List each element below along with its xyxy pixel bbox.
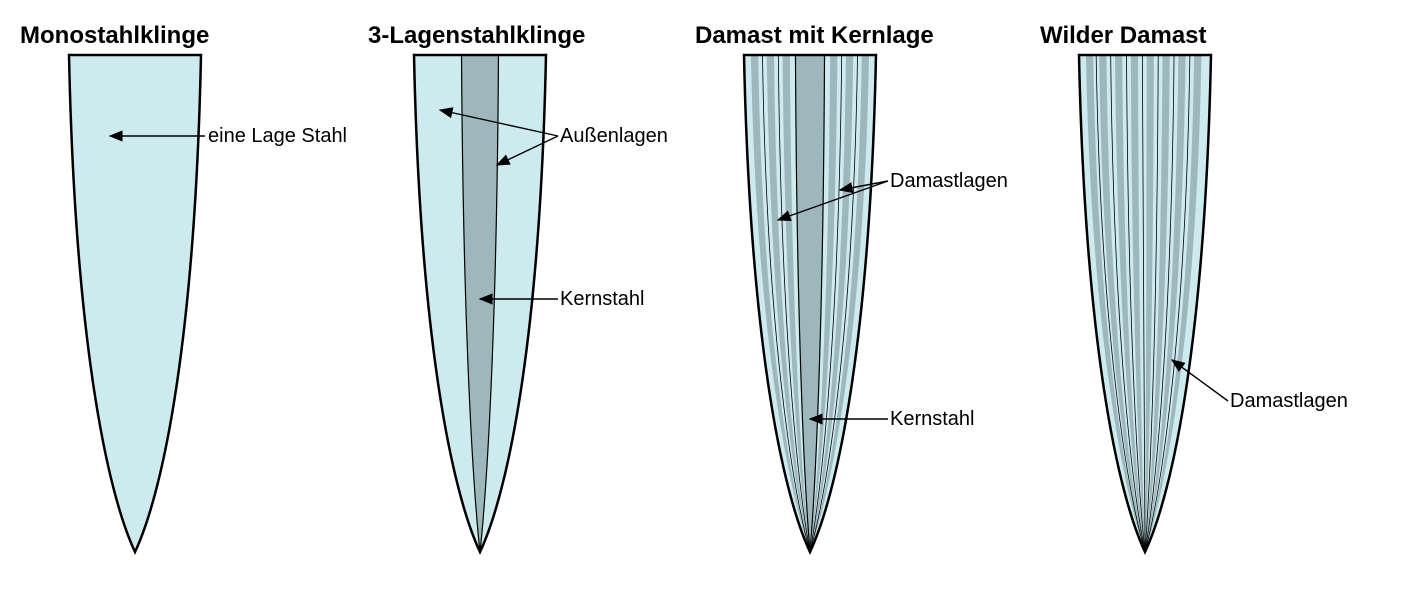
title-wild_damast: Wilder Damast: [1040, 22, 1207, 50]
annotation-label: eine Lage Stahl: [208, 125, 347, 148]
annotation-label: Damastlagen: [890, 170, 1008, 193]
annotation-label: Damastlagen: [1230, 390, 1348, 413]
diagram-svg: [0, 0, 1419, 594]
panel-wild_damast: [1079, 55, 1228, 552]
annotation-label: Außenlagen: [560, 125, 668, 148]
annotation-label: Kernstahl: [560, 288, 645, 311]
annotation-label: Kernstahl: [890, 408, 975, 431]
title-mono: Monostahlklinge: [20, 22, 209, 50]
panel-three_layer: [414, 55, 558, 552]
title-three_layer: 3-Lagenstahlklinge: [368, 22, 585, 50]
panel-damast_core: [744, 55, 888, 552]
diagram-container: Monostahlklinge eine Lage Stahl 3-Lagensta…: [0, 0, 1419, 594]
panel-mono: [69, 55, 205, 552]
title-damast_core: Damast mit Kernlage: [695, 22, 934, 50]
